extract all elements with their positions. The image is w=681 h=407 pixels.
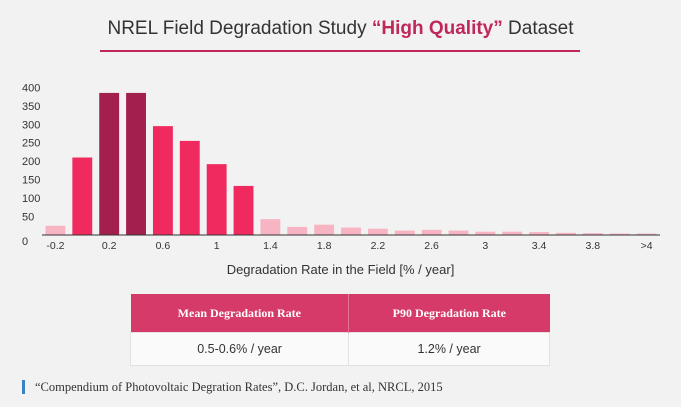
histogram-bar bbox=[206, 164, 227, 235]
table-cell-mean: 0.5-0.6% / year bbox=[129, 332, 350, 366]
histogram-bar bbox=[314, 224, 335, 235]
chart-title: NREL Field Degradation Study “High Quali… bbox=[0, 18, 681, 40]
y-tick-label: 250 bbox=[22, 138, 40, 150]
source-citation: “Compendium of Photovoltaic Degration Ra… bbox=[22, 380, 443, 394]
x-tick-label: 0.6 bbox=[156, 240, 171, 252]
histogram-bar bbox=[394, 230, 415, 235]
histogram-bar bbox=[609, 233, 630, 235]
x-tick-label: 1.8 bbox=[317, 240, 332, 252]
title-underline bbox=[100, 50, 580, 52]
histogram-bar bbox=[99, 92, 120, 236]
table-header-row: Mean Degradation Rate P90 Degradation Ra… bbox=[130, 294, 550, 333]
x-tick-label: 3 bbox=[482, 240, 488, 252]
x-tick-label: 2.2 bbox=[371, 240, 386, 252]
table-header-mean: Mean Degradation Rate bbox=[130, 294, 350, 333]
histogram-bar bbox=[636, 233, 657, 235]
histogram-bar bbox=[421, 229, 442, 235]
table-header-p90: P90 Degradation Rate bbox=[348, 294, 550, 333]
histogram-chart: 0 50 100 150 200 250 300 350 400 -0.2 0.2 0.6 1 1.4 1.… bbox=[22, 82, 660, 252]
y-tick-label: 400 bbox=[22, 82, 40, 94]
x-tick-label: 2.6 bbox=[424, 240, 439, 252]
y-tick-label: 100 bbox=[22, 193, 40, 205]
x-tick-label: 1.4 bbox=[263, 240, 278, 252]
x-tick-label: 0.2 bbox=[102, 240, 117, 252]
histogram-bar bbox=[260, 219, 281, 235]
histogram-bar bbox=[582, 233, 603, 235]
x-tick-label: 1 bbox=[214, 240, 220, 252]
histogram-bar bbox=[179, 140, 200, 235]
histogram-bar bbox=[126, 92, 146, 236]
x-tick-label: >4 bbox=[641, 240, 653, 252]
y-tick-label: 200 bbox=[22, 156, 40, 168]
table-cell-p90: 1.2% / year bbox=[348, 332, 550, 366]
histogram-bar bbox=[367, 228, 388, 235]
histogram-bar bbox=[341, 227, 361, 235]
y-tick-label: 50 bbox=[22, 212, 34, 224]
histogram-bar bbox=[233, 185, 254, 235]
x-tick-label: 3.4 bbox=[532, 240, 547, 252]
y-tick-label: 150 bbox=[22, 175, 40, 187]
table-row: 0.5-0.6% / year 1.2% / year bbox=[129, 332, 550, 366]
histogram-bar bbox=[152, 126, 173, 235]
histogram-bar bbox=[502, 231, 523, 235]
title-highlight: “High Quality” bbox=[371, 18, 503, 39]
y-tick-label: 300 bbox=[22, 119, 40, 131]
histogram-bar bbox=[72, 157, 93, 235]
x-axis-label: Degradation Rate in the Field [% / year] bbox=[226, 262, 455, 277]
x-tick-label: 3.8 bbox=[586, 240, 601, 252]
histogram-bar bbox=[287, 226, 308, 235]
histogram-bar bbox=[556, 232, 576, 235]
x-tick-label: -0.2 bbox=[46, 240, 64, 252]
histogram-bar bbox=[45, 225, 66, 235]
title-suffix: Dataset bbox=[502, 18, 574, 39]
degradation-summary-table: Mean Degradation Rate P90 Degradation Ra… bbox=[129, 294, 550, 366]
title-prefix: NREL Field Degradation Study bbox=[107, 18, 372, 39]
y-tick-label: 350 bbox=[22, 101, 40, 113]
histogram-bar bbox=[529, 232, 550, 235]
y-tick-label: 0 bbox=[22, 236, 28, 248]
histogram-bar bbox=[448, 230, 469, 235]
histogram-bar bbox=[475, 231, 496, 235]
